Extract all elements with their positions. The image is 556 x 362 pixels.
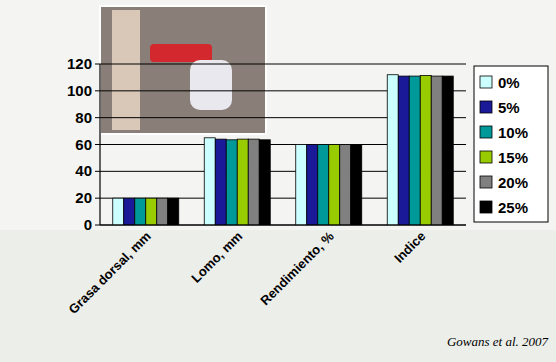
bar: [157, 198, 168, 225]
legend-label: 10%: [498, 124, 528, 141]
legend-box: [474, 66, 548, 222]
legend-swatch: [480, 201, 492, 213]
y-tick-label: 100: [67, 82, 92, 99]
photo-frame: [100, 6, 266, 134]
background: [0, 0, 556, 362]
source-note: Gowans et al. 2007: [447, 334, 549, 349]
grid-line: [100, 225, 466, 226]
legend-swatch: [480, 126, 492, 138]
bar: [398, 76, 409, 225]
x-tick-label: Grasa dorsal, mm: [66, 229, 154, 317]
x-tick-label: Indice: [391, 229, 428, 266]
photo-probe: [150, 44, 212, 62]
y-tick-label: 0: [84, 216, 92, 233]
bar: [259, 140, 270, 225]
legend-label: 5%: [498, 99, 520, 116]
bar: [340, 145, 351, 226]
legend-swatch: [480, 176, 492, 188]
bar: [296, 145, 307, 226]
legend-swatch: [480, 151, 492, 163]
bar: [237, 139, 248, 225]
bar: [124, 198, 135, 225]
photo-carcass: [112, 10, 140, 130]
bar: [431, 76, 442, 225]
bar: [307, 145, 318, 226]
legend: 0% 5% 10% 15% 20% 25%: [474, 66, 548, 222]
y-tick: [95, 144, 100, 145]
photo-glove: [190, 60, 232, 110]
photo-inset: [100, 6, 266, 134]
y-tick: [95, 64, 100, 65]
bar: [420, 75, 431, 225]
legend-label: 15%: [498, 149, 528, 166]
y-tick-label: 60: [75, 136, 92, 153]
bar: [215, 139, 226, 225]
bar: [409, 76, 420, 225]
y-tick: [95, 171, 100, 172]
bar: [442, 76, 453, 225]
bar: [329, 145, 340, 226]
legend-label: 0%: [498, 74, 520, 91]
legend-swatch: [480, 101, 492, 113]
y-tick: [95, 198, 100, 199]
bar: [146, 198, 157, 225]
bar: [226, 140, 237, 225]
y-tick-label: 120: [67, 55, 92, 72]
grid-line: [100, 64, 466, 65]
bar: [204, 138, 215, 225]
bar: [248, 139, 259, 225]
bar: [351, 145, 362, 226]
legend-label: 25%: [498, 199, 528, 216]
bar: [168, 198, 179, 225]
legend-label: 20%: [498, 174, 528, 191]
bar: [135, 198, 146, 225]
bar: [318, 145, 329, 226]
y-tick: [95, 117, 100, 118]
y-axis: [99, 64, 100, 225]
x-axis: [100, 224, 466, 225]
y-tick-label: 20: [75, 189, 92, 206]
y-tick-label: 40: [75, 162, 92, 179]
x-tick-label: Lomo, mm: [188, 229, 245, 286]
bars: [113, 75, 454, 225]
legend-swatch: [480, 76, 492, 88]
bar: [387, 75, 398, 225]
y-tick: [95, 225, 100, 226]
x-tick-label: Rendimiento, %: [257, 228, 337, 308]
y-tick-label: 80: [75, 109, 92, 126]
bar: [113, 198, 124, 225]
y-tick: [95, 90, 100, 91]
